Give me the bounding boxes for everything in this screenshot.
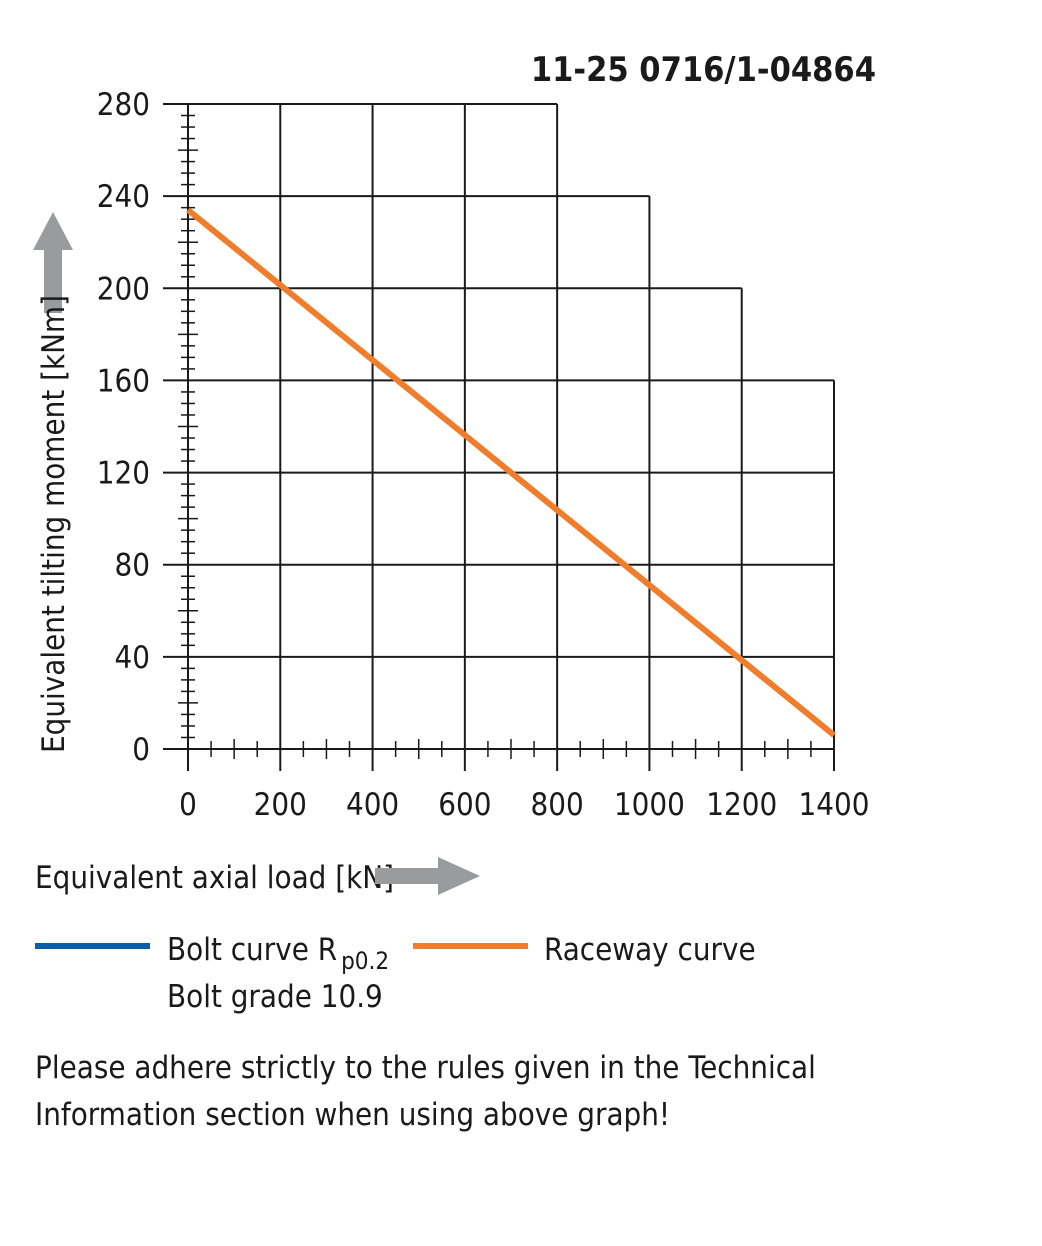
x-axis-arrow-icon [375,857,480,895]
x-tick-label: 800 [531,787,584,823]
series-layer [186,207,836,738]
y-tick-label: 200 [97,271,150,307]
x-tick-label: 200 [254,787,307,823]
y-axis-title: Equivalent tilting moment [kNm] [36,295,72,753]
y-tick-label: 0 [132,732,150,768]
x-tick-label: 1000 [614,787,685,823]
y-tick-label: 40 [115,640,150,676]
legend-label-bolt-main: Bolt curve R [167,932,337,968]
series-line-0 [186,207,836,738]
x-tick-label: 1400 [799,787,870,823]
x-tick-label: 400 [346,787,399,823]
y-tick-label: 240 [97,179,150,215]
legend-label-bolt-subscript: p0.2 [341,947,389,975]
legend-label-raceway: Raceway curve [544,932,756,968]
x-axis-title: Equivalent axial load [kN] [35,860,394,896]
minor-ticks [178,114,835,771]
x-tick-label: 600 [438,787,491,823]
y-tick-label: 280 [97,87,150,123]
tick-labels: 0 40 80 120 160 200 240 280 0 200 400 600 800 1000 120… [97,87,870,823]
note-line-2: Information section when using above gra… [35,1097,670,1133]
note-line-1: Please adhere strictly to the rules give… [35,1050,816,1086]
y-tick-label: 80 [115,548,150,584]
grid [163,103,835,771]
x-tick-label: 0 [179,787,197,823]
chart-title: 11-25 0716/1-04864 [531,50,876,90]
x-tick-label: 1200 [706,787,777,823]
legend-label-bolt-grade: Bolt grade 10.9 [167,979,383,1015]
y-tick-label: 160 [97,363,150,399]
y-tick-label: 120 [97,456,150,492]
y-axis-arrow-icon [33,212,73,313]
